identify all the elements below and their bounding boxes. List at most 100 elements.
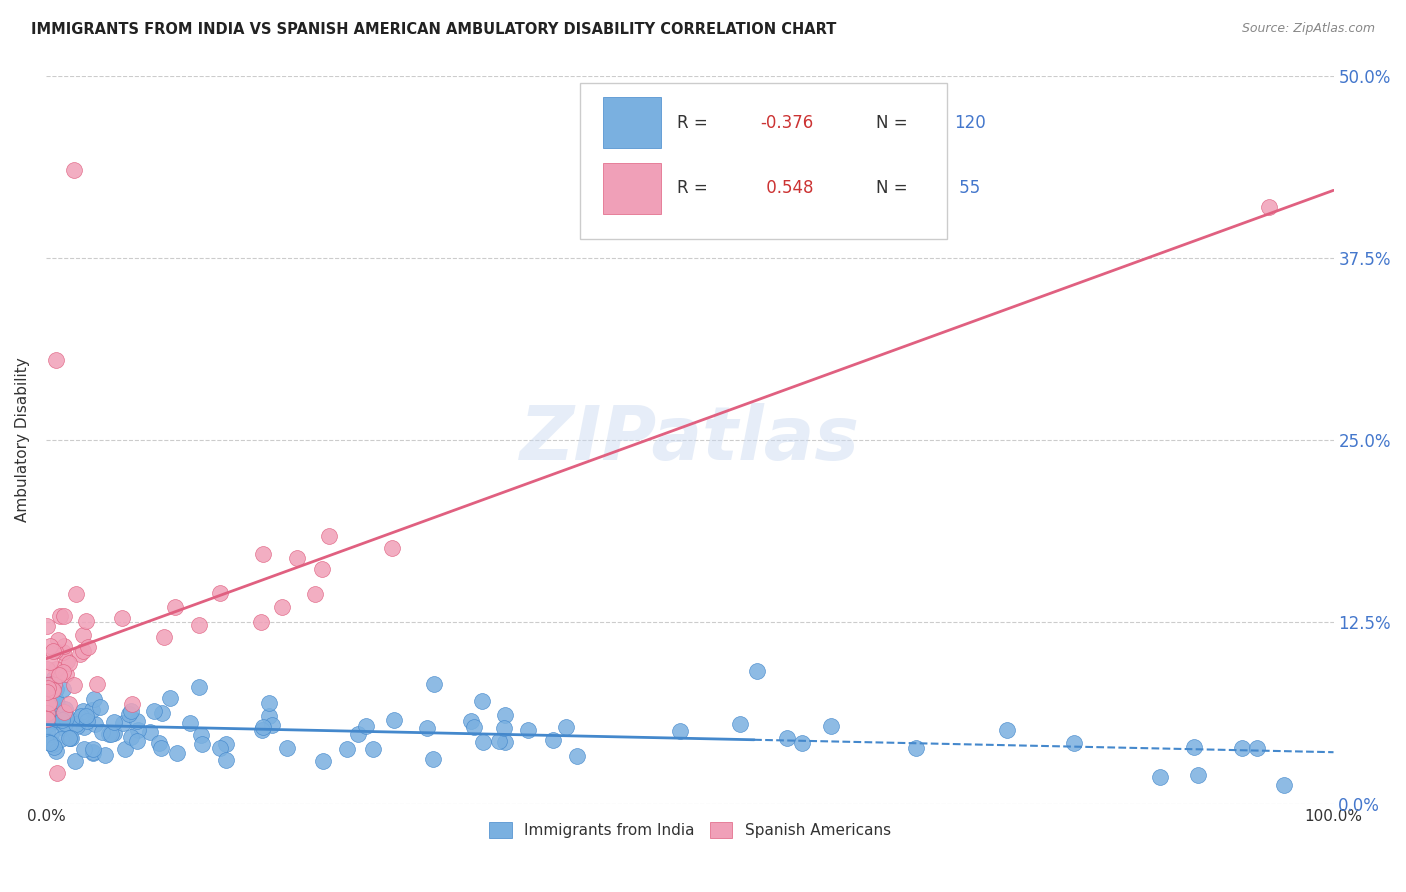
Point: [46, 632, 69, 647]
Point: [41, 643, 63, 657]
Point: [37, 678, 59, 692]
Point: [37, 684, 59, 698]
Point: [118, 707, 141, 722]
Point: [422, 752, 444, 766]
Point: [59, 731, 82, 746]
Point: [82, 745, 104, 759]
Point: [565, 748, 588, 763]
Point: [460, 714, 482, 728]
Text: N =: N =: [876, 179, 914, 197]
Point: [111, 611, 134, 625]
Point: [1246, 740, 1268, 755]
Point: [98, 727, 121, 741]
Point: [488, 734, 510, 748]
Point: [37, 662, 59, 676]
Point: [347, 727, 370, 741]
Bar: [581, 83, 948, 239]
Point: [39, 707, 62, 722]
Point: [72, 628, 94, 642]
Point: [250, 615, 273, 629]
Point: [55, 711, 77, 725]
Point: [149, 740, 172, 755]
Point: [52, 721, 75, 735]
Point: [63, 163, 86, 178]
Point: [82, 703, 104, 717]
Point: [39, 655, 62, 669]
Point: [163, 599, 186, 614]
Point: [82, 742, 104, 756]
Point: [75, 709, 97, 723]
Point: [1272, 778, 1295, 792]
Point: [159, 691, 181, 706]
Text: R =: R =: [676, 179, 713, 197]
Point: [415, 722, 437, 736]
Point: [45, 662, 67, 676]
Text: 55: 55: [953, 179, 980, 197]
Point: [44, 713, 66, 727]
Point: [72, 704, 94, 718]
Point: [111, 715, 134, 730]
Point: [58, 698, 80, 712]
Point: [69, 648, 91, 662]
Point: [42, 683, 65, 698]
Point: [58, 731, 80, 746]
Point: [39, 736, 62, 750]
Point: [55, 667, 77, 681]
Point: [52, 665, 75, 679]
Point: [52, 682, 75, 697]
Point: [52, 645, 75, 659]
Point: [37, 734, 59, 748]
Point: [188, 617, 211, 632]
Point: [58, 656, 80, 670]
Point: [38, 706, 60, 720]
Point: [820, 719, 842, 733]
Point: [45, 714, 67, 728]
Point: [728, 716, 751, 731]
Point: [37, 698, 59, 713]
Point: [86, 677, 108, 691]
Point: [166, 746, 188, 760]
Point: [312, 754, 335, 768]
Point: [37, 712, 59, 726]
Point: [100, 727, 122, 741]
Point: [45, 744, 67, 758]
Point: [60, 731, 83, 745]
Point: [516, 723, 538, 737]
Point: [494, 721, 516, 735]
Point: [103, 726, 125, 740]
Point: [190, 728, 212, 742]
Legend: Immigrants from India, Spanish Americans: Immigrants from India, Spanish Americans: [482, 816, 897, 844]
Point: [90, 724, 112, 739]
Point: [121, 698, 143, 712]
Point: [336, 742, 359, 756]
Point: [208, 585, 231, 599]
Point: [48, 668, 70, 682]
Point: [41, 738, 63, 752]
Point: [76, 640, 98, 654]
Point: [153, 630, 176, 644]
Point: [208, 740, 231, 755]
Point: [179, 716, 201, 731]
Point: [73, 741, 96, 756]
Point: [53, 706, 76, 720]
Point: [381, 541, 404, 556]
Text: R =: R =: [676, 114, 713, 132]
Point: [471, 734, 494, 748]
Point: [669, 724, 692, 739]
Point: [66, 719, 89, 733]
Point: [143, 704, 166, 718]
Bar: [603, 97, 661, 148]
Point: [52, 639, 75, 653]
Point: [37, 734, 59, 748]
Text: -0.376: -0.376: [761, 114, 814, 132]
Point: [1187, 767, 1209, 781]
Point: [150, 706, 173, 720]
Point: [63, 755, 86, 769]
Point: [790, 736, 813, 750]
Point: [120, 704, 142, 718]
Point: [125, 734, 148, 748]
Point: [44, 644, 66, 658]
Point: [37, 713, 59, 727]
Point: [49, 608, 72, 623]
Point: [73, 720, 96, 734]
